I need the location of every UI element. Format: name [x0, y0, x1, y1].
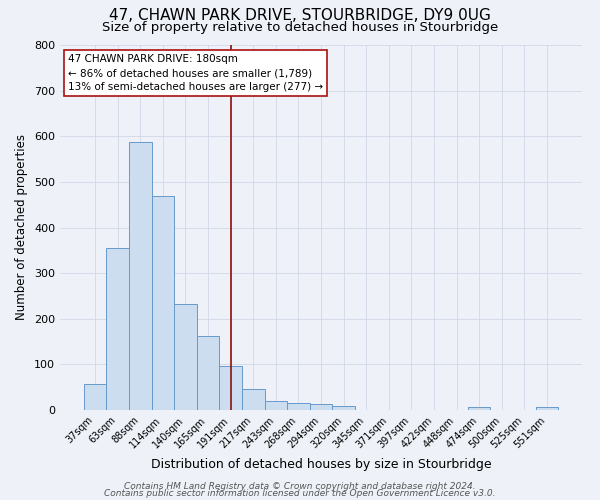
Y-axis label: Number of detached properties: Number of detached properties [16, 134, 28, 320]
Bar [287, 403, 310, 410]
Bar [220, 366, 242, 410]
Bar [242, 388, 265, 410]
Bar [129, 142, 152, 410]
Text: Contains public sector information licensed under the Open Government Licence v3: Contains public sector information licen… [104, 488, 496, 498]
Text: 47, CHAWN PARK DRIVE, STOURBRIDGE, DY9 0UG: 47, CHAWN PARK DRIVE, STOURBRIDGE, DY9 0… [109, 8, 491, 22]
Bar [106, 248, 129, 410]
Text: 47 CHAWN PARK DRIVE: 180sqm
← 86% of detached houses are smaller (1,789)
13% of : 47 CHAWN PARK DRIVE: 180sqm ← 86% of det… [68, 54, 323, 92]
Bar [152, 196, 174, 410]
Bar [265, 401, 287, 410]
Bar [84, 384, 106, 410]
Text: Contains HM Land Registry data © Crown copyright and database right 2024.: Contains HM Land Registry data © Crown c… [124, 482, 476, 491]
X-axis label: Distribution of detached houses by size in Stourbridge: Distribution of detached houses by size … [151, 458, 491, 471]
Bar [197, 336, 220, 410]
Text: Size of property relative to detached houses in Stourbridge: Size of property relative to detached ho… [102, 21, 498, 34]
Bar [310, 404, 332, 410]
Bar [332, 406, 355, 410]
Bar [536, 407, 558, 410]
Bar [468, 407, 490, 410]
Bar [174, 304, 197, 410]
